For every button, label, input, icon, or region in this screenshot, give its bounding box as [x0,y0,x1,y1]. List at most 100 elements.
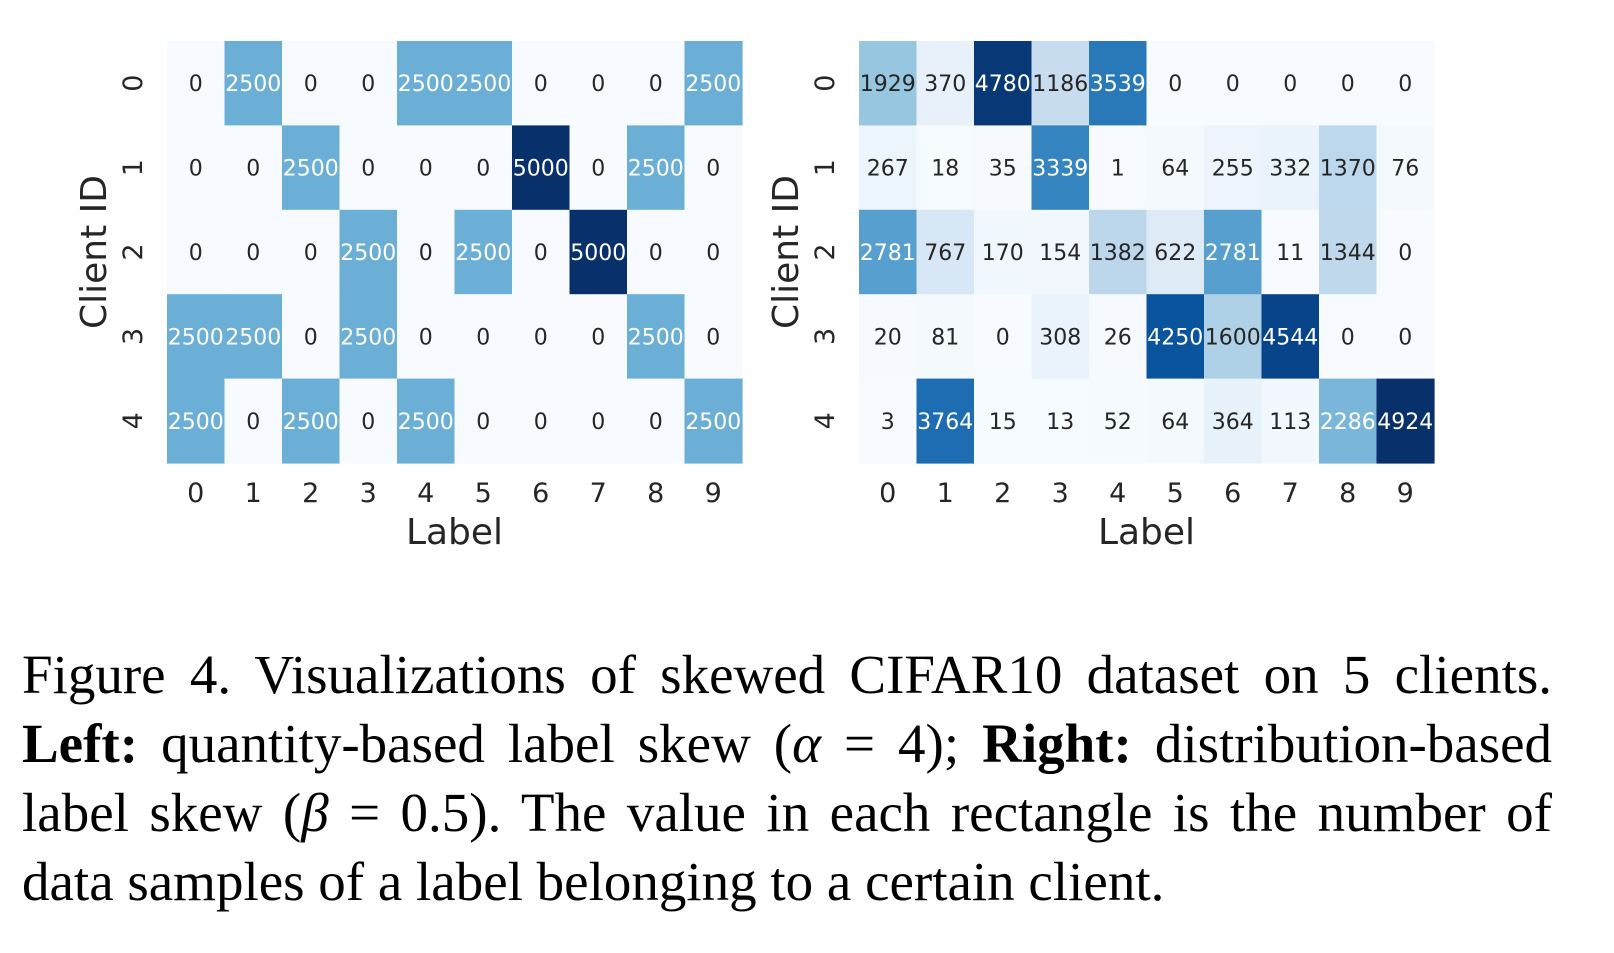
heatmap-cell [1089,294,1148,380]
x-tick-label: 3 [360,478,377,509]
heatmap-cell [1319,209,1378,295]
x-tick-label: 1 [937,478,954,509]
x-tick-label: 4 [1109,478,1126,509]
cell-value-label: 2500 [685,410,741,435]
heatmap-cell [1261,41,1320,126]
heatmap-cell [397,294,456,380]
cell-value-label: 2500 [283,157,339,182]
cell-value-label: 0 [591,72,605,97]
cell-value-label: 0 [1283,72,1297,97]
cell-value-label: 0 [1226,72,1240,97]
heatmap-cell [627,294,686,380]
cell-value-label: 2500 [398,410,454,435]
heatmap-cell [454,125,513,211]
heatmap-cell [916,294,975,380]
heatmap-cell [1376,125,1435,211]
cell-value-label: 0 [1398,72,1412,97]
cell-value-label: 4780 [975,72,1031,97]
heatmap-cell [1376,209,1435,295]
heatmap-cell [569,294,628,380]
x-tick-label: 6 [1224,478,1241,509]
heatmap-cell [1089,41,1148,126]
heatmap-cell [1204,209,1263,295]
cell-value-label: 0 [189,72,203,97]
heatmap-cell [627,209,686,295]
heatmap-cell [339,125,398,211]
heatmap-cell [974,41,1033,126]
caption-right-label: Right: [982,713,1132,774]
heatmap-cell [339,294,398,380]
heatmap-cell [859,294,918,380]
cell-value-label: 0 [304,325,318,350]
cell-value-label: 3764 [917,410,973,435]
heatmap-cell [1261,294,1320,380]
caption-left-eq: = 4); [820,713,983,774]
heatmap-cell [167,125,226,211]
cell-value-label: 0 [304,72,318,97]
heatmap-cell [1089,209,1148,295]
cell-value-label: 2500 [225,325,281,350]
y-tick-label: 3 [810,328,841,345]
heatmap-cell [1146,41,1205,126]
heatmap-cell [569,209,628,295]
heatmap-cell [684,378,743,464]
cell-value-label: 370 [924,72,966,97]
cell-value-label: 2500 [628,157,684,182]
heatmap-cell [1031,209,1090,295]
cell-value-label: 1382 [1090,241,1146,266]
cell-value-label: 4250 [1147,325,1203,350]
cell-value-label: 0 [1398,325,1412,350]
cell-value-label: 0 [706,325,720,350]
heatmap-cell [282,125,341,211]
heatmap-cell [1031,294,1090,380]
cell-value-label: 0 [189,241,203,266]
cell-value-label: 2500 [225,72,281,97]
heatmap-cell [916,125,975,211]
x-tick-label: 2 [302,478,319,509]
y-tick-label: 4 [810,412,841,429]
heatmap-cell [974,125,1033,211]
cell-value-label: 308 [1039,325,1081,350]
cell-value-label: 0 [361,157,375,182]
cell-value-label: 35 [989,157,1017,182]
heatmap-cell [167,378,226,464]
cell-value-label: 18 [931,157,959,182]
y-tick-label: 3 [118,328,149,345]
cell-value-label: 64 [1161,157,1189,182]
y-tick-label: 4 [118,412,149,429]
heatmap-cell [224,294,283,380]
caption-left-text: quantity-based label skew ( [161,713,793,774]
heatmap-cell [397,209,456,295]
cell-value-label: 1929 [860,72,916,97]
cell-value-label: 0 [1398,241,1412,266]
cell-value-label: 170 [982,241,1024,266]
heatmap-cell [1319,125,1378,211]
heatmap-cell [569,378,628,464]
heatmap-cell [916,209,975,295]
y-tick-label: 1 [118,159,149,176]
cell-value-label: 1186 [1032,72,1088,97]
x-tick-label: 4 [417,478,434,509]
cell-value-label: 0 [706,157,720,182]
x-tick-label: 0 [879,478,896,509]
cell-value-label: 255 [1212,157,1254,182]
caption-right-eq: = 0.5). The value in each rectangle is t… [22,782,1552,912]
cell-value-label: 0 [361,410,375,435]
x-tick-label: 8 [647,478,664,509]
heatmap-cell [684,41,743,126]
cell-value-label: 0 [649,72,663,97]
heatmap-cell [916,41,975,126]
cell-value-label: 3339 [1032,157,1088,182]
cell-value-label: 3539 [1090,72,1146,97]
heatmap-cells: 1929 370 4780 1186 3539 0 0 0 0 0 267 18 35 3339 1 64 25… [859,41,1435,464]
cell-value-label: 5000 [570,241,626,266]
heatmap-cell [1089,378,1148,464]
figure-caption: Figure 4. Visualizations of skewed CIFAR… [22,640,1552,916]
heatmap-cell [282,209,341,295]
cell-value-label: 0 [361,72,375,97]
caption-left-label: Left: [22,713,139,774]
cell-value-label: 64 [1161,410,1189,435]
heatmap-cell [1031,378,1090,464]
x-tick-label: 7 [590,478,607,509]
